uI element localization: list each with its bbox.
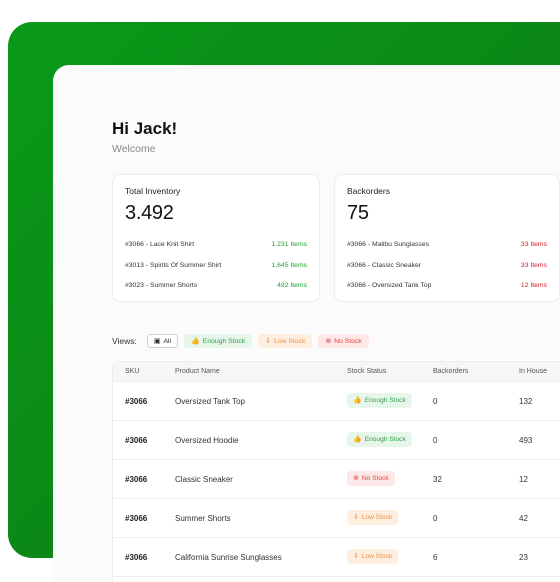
product-label: #3013 - Spirits Of Summer Shirt xyxy=(125,261,222,269)
page-title: Hi Jack! xyxy=(112,119,178,138)
product-name-cell: Oversized Hoodie xyxy=(175,436,239,445)
backorders-card: Backorders 75 #3066 - Malibu Sunglasses … xyxy=(334,174,560,302)
views-label: Views: xyxy=(112,336,137,346)
table-row[interactable]: #3066 Summer Shorts ⇓ Low Stock 0 42 xyxy=(113,499,560,538)
x-circle-icon: ⊗ xyxy=(325,337,332,345)
product-label: #3066 - Lace Knit Shirt xyxy=(125,240,195,248)
chip-label: Low Stock xyxy=(274,337,306,345)
filter-chip-all[interactable]: ▣ All xyxy=(146,334,179,348)
list-item: #3066 - Classic Sneaker 33 Items xyxy=(347,259,547,271)
chip-label: Enough Stock xyxy=(202,337,246,345)
chip-label: No Stock xyxy=(334,337,362,345)
status-label: Enough Stock xyxy=(364,397,406,404)
in-house-cell: 132 xyxy=(519,397,533,406)
status-badge: ⇓ Low Stock xyxy=(347,510,399,525)
card-value: 75 xyxy=(347,202,369,224)
list-item: #3066 - Lace Knit Shirt 1.231 Items xyxy=(125,238,307,250)
item-count: 33 Items xyxy=(520,240,547,248)
list-item: #3066 - Oversized Tank Top 12 Items xyxy=(347,279,547,291)
thumbs-up-icon: 👍 xyxy=(353,436,362,443)
filter-chip-no-stock[interactable]: ⊗ No Stock xyxy=(318,334,369,348)
filter-chip-enough-stock[interactable]: 👍 Enough Stock xyxy=(184,334,253,348)
product-name-cell: Summer Shorts xyxy=(175,514,231,523)
thumbs-up-icon: 👍 xyxy=(353,397,362,404)
backorders-cell: 0 xyxy=(433,397,438,406)
item-count: 1.645 Items xyxy=(271,261,307,269)
total-inventory-card: Total Inventory 3.492 #3066 - Lace Knit … xyxy=(112,174,320,302)
status-label: Low Stock xyxy=(361,514,393,521)
backorders-cell: 32 xyxy=(433,475,442,484)
product-name-cell: Classic Sneaker xyxy=(175,475,233,484)
list-item: #3023 - Summer Shorts 492 Items xyxy=(125,279,307,291)
in-house-cell: 12 xyxy=(519,475,528,484)
status-label: No Stock xyxy=(361,475,389,482)
product-label: #3066 - Oversized Tank Top xyxy=(347,281,432,289)
card-title: Total Inventory xyxy=(125,186,181,196)
product-label: #3066 - Classic Sneaker xyxy=(347,261,422,269)
sku-cell: #3066 xyxy=(125,436,148,445)
double-chevron-down-icon: ⇓ xyxy=(353,553,359,560)
column-header-product-name[interactable]: Product Name xyxy=(175,368,220,375)
table-row[interactable]: #3066 Oversized Tank Top 👍 Enough Stock 0… xyxy=(113,382,560,421)
item-count: 33 Items xyxy=(520,261,547,269)
sku-cell: #3066 xyxy=(125,397,148,406)
status-label: Low Stock xyxy=(361,553,393,560)
backorders-cell: 0 xyxy=(433,514,438,523)
in-house-cell: 493 xyxy=(519,436,533,445)
product-label: #3023 - Summer Shorts xyxy=(125,281,198,289)
status-label: Enough Stock xyxy=(364,436,406,443)
status-badge: ⊗ No Stock xyxy=(347,471,395,486)
backorders-cell: 0 xyxy=(433,436,438,445)
double-chevron-down-icon: ⇓ xyxy=(353,514,359,521)
card-title: Backorders xyxy=(347,186,390,196)
item-count: 492 Items xyxy=(277,281,307,289)
product-name-cell: California Sunrise Sunglasses xyxy=(175,553,282,562)
sku-cell: #3066 xyxy=(125,553,148,562)
table-row[interactable]: #3066 California Sunrise Sunglasses ⇓ Low… xyxy=(113,538,560,577)
table-row[interactable]: #3066 Oversized Hoodie 👍 Enough Stock 0 4… xyxy=(113,421,560,460)
table-row[interactable]: #3066 Classic Sneaker ⊗ No Stock 32 12 xyxy=(113,460,560,499)
filter-chip-low-stock[interactable]: ⇓ Low Stock xyxy=(258,334,313,348)
backorders-cell: 6 xyxy=(433,553,438,562)
product-label: #3066 - Malibu Sunglasses xyxy=(347,240,429,248)
dashboard-panel: Hi Jack! Welcome Total Inventory 3.492 #… xyxy=(53,65,560,582)
status-badge: 👍 Enough Stock xyxy=(347,393,412,408)
sku-cell: #3066 xyxy=(125,514,148,523)
in-house-cell: 23 xyxy=(519,553,528,562)
item-count: 1.231 Items xyxy=(271,240,307,248)
item-count: 12 Items xyxy=(520,281,547,289)
list-item: #3066 - Malibu Sunglasses 33 Items xyxy=(347,238,547,250)
inventory-table: SKU Product Name Stock Status Backorders… xyxy=(112,361,560,582)
status-badge: 👍 Enough Stock xyxy=(347,432,412,447)
x-circle-icon: ⊗ xyxy=(353,475,359,482)
sku-cell: #3066 xyxy=(125,475,148,484)
welcome-subtitle: Welcome xyxy=(112,143,156,155)
table-header: SKU Product Name Stock Status Backorders… xyxy=(113,362,560,382)
in-house-cell: 42 xyxy=(519,514,528,523)
views-filter-bar: Views: ▣ All 👍 Enough Stock ⇓ Low Stock … xyxy=(112,333,369,349)
column-header-sku[interactable]: SKU xyxy=(125,368,140,375)
product-name-cell: Oversized Tank Top xyxy=(175,397,245,406)
column-header-stock-status[interactable]: Stock Status xyxy=(347,368,387,375)
list-item: #3013 - Spirits Of Summer Shirt 1.645 It… xyxy=(125,259,307,271)
column-header-backorders[interactable]: Backorders xyxy=(433,368,469,375)
column-header-in-house[interactable]: In House xyxy=(519,368,548,375)
double-chevron-down-icon: ⇓ xyxy=(265,337,271,345)
status-badge: ⇓ Low Stock xyxy=(347,549,399,564)
chip-label: All xyxy=(163,337,172,345)
stack-icon: ▣ xyxy=(153,337,161,345)
thumbs-up-icon: 👍 xyxy=(191,337,200,345)
card-value: 3.492 xyxy=(125,202,174,224)
